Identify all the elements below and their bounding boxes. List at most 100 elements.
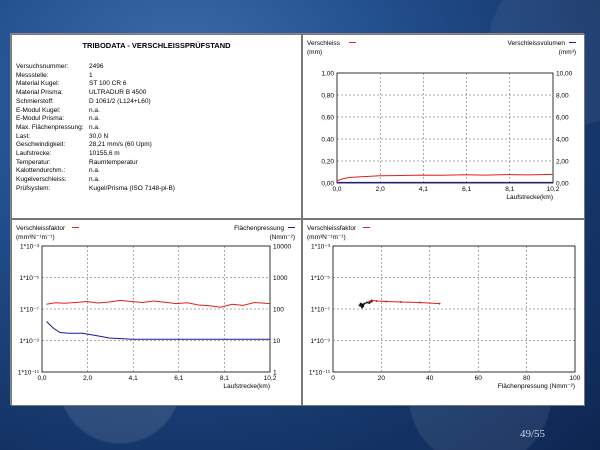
y-right-tick-label: 6,00 (556, 115, 569, 122)
info-value: Raumtemperatur (89, 158, 138, 166)
info-row: Material Prisma: ULTRADUR B 4500 (16, 89, 146, 96)
y-right-tick-label: 10000 (273, 244, 291, 251)
info-value: Kugel/Prisma (ISO 7148-pl-B) (89, 184, 175, 192)
y-right-tick-label: 1 (273, 370, 277, 377)
y-right-tick-label: 100 (273, 307, 284, 314)
info-value: 28,21 mm/s (60 Upm) (89, 141, 152, 149)
series-line (336, 173, 554, 182)
info-value: n.a. (89, 123, 100, 131)
info-label: Geschwindigkeit: (16, 141, 66, 149)
series-point (385, 300, 388, 303)
info-value: n.a. (89, 115, 100, 123)
y-left-tick-label: 1*10⁻⁵ (20, 275, 40, 282)
info-row: Material Kugel: ST 100 CR 6 (16, 80, 126, 87)
y-left-tick-label: 1*10⁻³ (311, 244, 331, 251)
series-line (46, 299, 271, 308)
x-tick-label: 4,1 (419, 186, 428, 193)
wear-chart: Verschleiss (mm) Verschleissvolumen (mm³) 0,… (307, 40, 576, 201)
legend-left-label: Verschleissfaktor (307, 225, 357, 232)
info-row: Last: 30,0 N (16, 133, 108, 140)
wear-factor-pressure-chart-panel: Verschleissfaktor (mm³N⁻¹m⁻¹) 0 20 40 60 80 100… (302, 219, 585, 406)
info-value: ST 100 CR 6 (89, 80, 127, 88)
y-right-tick-label: 10,00 (556, 71, 573, 78)
y-left-tick-label: 1*10⁻⁹ (310, 338, 330, 345)
y-right-tick-label: 1000 (273, 275, 288, 282)
info-row: Geschwindigkeit: 28,21 mm/s (60 Upm) (16, 141, 152, 148)
series-point (370, 300, 373, 303)
wear-factor-chart-panel: Verschleissfaktor (mm³N⁻¹m⁻¹) Flächenpress… (11, 219, 302, 406)
info-value: 30,0 N (89, 132, 109, 140)
info-label: Material Kugel: (16, 80, 60, 88)
info-value: 10155,6 m (89, 150, 120, 157)
x-tick-label: 0,0 (37, 375, 46, 382)
y-right-tick-label: 8,00 (556, 93, 569, 100)
x-tick-label: 8,1 (220, 375, 229, 382)
legend-left-label: Verschleissfaktor (16, 225, 66, 232)
info-label: Max. Flächenpressung: (16, 123, 84, 131)
y-left-tick-label: 1*10⁻¹¹ (18, 370, 40, 377)
y-right-tick-label: 2,00 (556, 159, 569, 166)
unit-left-label: (mm) (307, 49, 322, 56)
unit-right-label: (Nmm⁻²) (270, 234, 295, 241)
info-row: Laufstrecke: 10155,6 m (16, 150, 120, 157)
x-tick-label: 4,1 (129, 375, 138, 382)
wear-factor-pressure-chart: Verschleissfaktor (mm³N⁻¹m⁻¹) 0 20 40 60 80 100… (307, 225, 581, 390)
x-tick-label: 10,2 (264, 375, 277, 382)
info-value: 1 (89, 71, 93, 79)
info-row: Schmierstoff: D 1061/2 (L124+L60) (16, 98, 151, 105)
legend-right-label: Verschleissvolumen (508, 40, 566, 47)
plot-frame (336, 72, 554, 184)
info-row: E-Modul Kugel: n.a. (16, 107, 100, 114)
x-tick-label: 80 (523, 375, 531, 382)
y-left-tick-label: 1*10⁻¹¹ (309, 370, 331, 377)
x-tick-label: 2,0 (83, 375, 92, 382)
series-point (361, 306, 364, 309)
info-row: Versuchsnummer: 2496 (16, 63, 103, 70)
info-row: Kugelverschleiss: n.a. (16, 176, 100, 183)
x-tick-label: 100 (570, 375, 581, 382)
x-tick-label: 0 (331, 375, 335, 382)
info-row: Max. Flächenpressung: n.a. (16, 124, 100, 131)
info-label: Messstelle: (16, 71, 49, 79)
info-row: Kalottendurchm.: n.a. (16, 167, 100, 174)
unit-left-label: (mm³N⁻¹m⁻¹) (16, 234, 55, 241)
series-line (46, 321, 270, 340)
page-number: 49/55 (520, 428, 546, 440)
info-label: E-Modul Prisma: (16, 115, 65, 123)
y-right-tick-label: 0,00 (556, 181, 569, 188)
x-tick-label: 2,0 (376, 186, 385, 193)
series-point (419, 301, 422, 304)
x-tick-label: 6,1 (462, 186, 471, 193)
x-axis-label: Flächenpressung (Nmm⁻²) (498, 383, 575, 390)
info-label: Kalottendurchm.: (16, 167, 66, 175)
x-tick-label: 40 (426, 375, 434, 382)
series-point (368, 302, 371, 305)
wear-factor-chart: Verschleissfaktor (mm³N⁻¹m⁻¹) Flächenpress… (16, 225, 295, 390)
y-left-tick-label: 1*10⁻⁷ (20, 307, 40, 314)
info-label: Material Prisma: (16, 89, 63, 97)
info-value: D 1061/2 (L124+L60) (89, 97, 151, 105)
info-title: TRIBODATA - VERSCHLEISSPRÜFSTAND (82, 41, 231, 50)
series-point (438, 302, 441, 305)
y-left-tick-label: 0,00 (321, 181, 334, 188)
wear-chart-panel: Verschleiss (mm) Verschleissvolumen (mm³) 0,… (302, 34, 585, 219)
info-label: E-Modul Kugel: (16, 106, 61, 114)
series-line (369, 299, 440, 305)
info-value: n.a. (89, 176, 100, 184)
series-point (359, 302, 362, 305)
x-tick-label: 6,1 (174, 375, 183, 382)
series-point (368, 300, 371, 303)
y-left-tick-label: 1*10⁻⁵ (311, 275, 331, 282)
info-label: Versuchsnummer: (16, 63, 69, 70)
y-left-tick-label: 0,20 (321, 159, 334, 166)
y-left-tick-label: 0,40 (321, 137, 334, 144)
legend-left-label: Verschleiss (307, 40, 341, 47)
info-value: ULTRADUR B 4500 (89, 89, 147, 97)
series-point (375, 300, 378, 303)
info-row: Prüfsystem: Kugel/Prisma (ISO 7148-pl-B) (16, 185, 175, 192)
y-left-tick-label: 1*10⁻⁷ (311, 307, 331, 314)
y-right-tick-label: 10 (273, 338, 281, 345)
info-label: Temperatur: (16, 158, 51, 166)
x-axis-label: Laufstrecke(km) (223, 383, 270, 390)
info-row: E-Modul Prisma: n.a. (16, 115, 100, 122)
